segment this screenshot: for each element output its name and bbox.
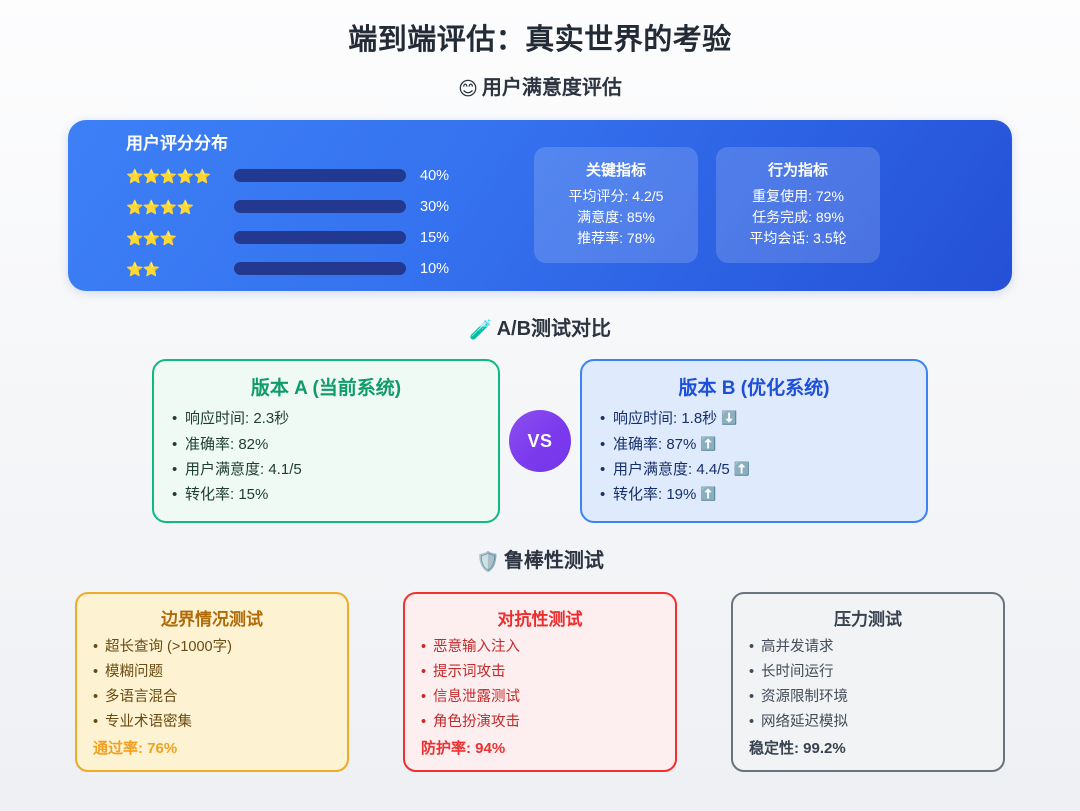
- arrow-down-icon: ⬇️: [721, 410, 738, 426]
- metric-line: 满意度: 85%: [577, 208, 655, 225]
- test-tube-icon: 🧪: [468, 319, 493, 341]
- ab-metric-text: 准确率: 87%: [613, 435, 697, 453]
- ab-metric-item: 准确率: 82%: [172, 432, 480, 457]
- robustness-card-footer: 防护率: 94%: [421, 739, 506, 757]
- smiling-face-icon: 😊: [458, 78, 478, 100]
- rating-bar-track: [234, 262, 406, 276]
- robustness-card-footer: 稳定性: 99.2%: [749, 739, 846, 757]
- arrow-up-icon: ⬆️: [733, 460, 750, 476]
- metric-box-title: 关键指标: [585, 161, 646, 179]
- shield-icon: 🛡️: [476, 552, 500, 574]
- robustness-item: 高并发请求: [749, 635, 987, 660]
- robustness-item: 恶意输入注入: [421, 635, 659, 660]
- ab-metric-item: 响应时间: 2.3秒: [172, 406, 480, 431]
- rating-percent-label: 10%: [420, 260, 450, 277]
- metric-line: 任务完成: 89%: [752, 208, 844, 225]
- rating-distribution: 用户评分分布 ⭐⭐⭐⭐⭐ 40% ⭐⭐⭐⭐ 30% ⭐⭐⭐: [96, 129, 526, 281]
- ab-metric-item: 用户满意度: 4.4/5⬆️: [600, 457, 908, 482]
- metric-box-key-indicators: 关键指标 平均评分: 4.2/5 满意度: 85% 推荐率: 78%: [534, 146, 698, 264]
- rating-percent-label: 30%: [420, 198, 450, 215]
- robustness-item: 资源限制环境: [749, 685, 987, 710]
- robustness-item-list: 高并发请求 长时间运行 资源限制环境 网络延迟模拟: [749, 635, 987, 735]
- star-rating-icon: ⭐⭐⭐⭐⭐: [126, 167, 211, 184]
- ab-metric-text: 响应时间: 2.3秒: [185, 410, 290, 428]
- rating-distribution-title: 用户评分分布: [126, 134, 228, 154]
- rating-bar-track: [234, 169, 406, 183]
- robustness-card-title: 对抗性测试: [497, 609, 583, 629]
- metric-line: 平均会话: 3.5轮: [749, 230, 847, 247]
- robustness-item: 网络延迟模拟: [749, 710, 987, 735]
- ab-metric-text: 准确率: 82%: [185, 435, 269, 453]
- robustness-item: 专业术语密集: [93, 710, 331, 735]
- ab-metric-item: 转化率: 19%⬆️: [600, 482, 908, 507]
- ab-metric-item: 准确率: 87%⬆️: [600, 432, 908, 457]
- metric-box-behavior-indicators: 行为指标 重复使用: 72% 任务完成: 89% 平均会话: 3.5轮: [716, 146, 880, 264]
- robustness-card-edge-cases: 边界情况测试 超长查询 (>1000字) 模糊问题 多语言混合 专业术语密集 通…: [75, 591, 349, 772]
- metric-line: 平均评分: 4.2/5: [568, 187, 664, 204]
- robustness-cards-row: 边界情况测试 超长查询 (>1000字) 模糊问题 多语言混合 专业术语密集 通…: [0, 591, 1080, 772]
- ab-card-title: 版本 B (优化系统): [678, 378, 830, 400]
- ab-comparison-row: 版本 A (当前系统) 响应时间: 2.3秒 准确率: 82% 用户满意度: 4…: [0, 359, 1080, 524]
- ab-test-section-title: 🧪 A/B测试对比: [0, 317, 1080, 343]
- metric-line: 推荐率: 78%: [577, 230, 655, 247]
- ab-metric-list: 响应时间: 1.8秒⬇️ 准确率: 87%⬆️ 用户满意度: 4.4/5⬆️ 转…: [600, 406, 908, 507]
- arrow-up-icon: ⬆️: [700, 435, 717, 451]
- ab-metric-text: 转化率: 15%: [185, 485, 269, 503]
- star-rating-icon: ⭐⭐: [126, 260, 160, 277]
- vs-separator: VS: [500, 410, 580, 473]
- metric-boxes: 关键指标 平均评分: 4.2/5 满意度: 85% 推荐率: 78% 行为指标 …: [534, 146, 880, 264]
- robustness-card-footer: 通过率: 76%: [93, 739, 178, 757]
- robustness-card-title: 边界情况测试: [161, 609, 263, 629]
- satisfaction-hero-card: 用户评分分布 ⭐⭐⭐⭐⭐ 40% ⭐⭐⭐⭐ 30% ⭐⭐⭐: [68, 119, 1012, 291]
- rating-row: ⭐⭐ 10%: [126, 256, 526, 281]
- robustness-item-list: 超长查询 (>1000字) 模糊问题 多语言混合 专业术语密集: [93, 635, 331, 735]
- robustness-item: 超长查询 (>1000字): [93, 635, 331, 660]
- robustness-section-title: 🛡️ 鲁棒性测试: [0, 549, 1080, 575]
- ab-card-title: 版本 A (当前系统): [250, 378, 402, 400]
- ab-metric-list: 响应时间: 2.3秒 准确率: 82% 用户满意度: 4.1/5 转化率: 15…: [172, 406, 480, 507]
- arrow-up-icon: ⬆️: [700, 485, 717, 501]
- ab-metric-text: 用户满意度: 4.1/5: [185, 460, 302, 478]
- satisfaction-section-title: 😊 用户满意度评估: [0, 76, 1080, 102]
- star-rating-icon: ⭐⭐⭐: [126, 229, 177, 246]
- robustness-item: 模糊问题: [93, 660, 331, 685]
- ab-metric-item: 转化率: 15%: [172, 482, 480, 507]
- ab-metric-text: 用户满意度: 4.4/5: [613, 460, 730, 478]
- rating-percent-label: 15%: [420, 229, 450, 246]
- robustness-card-title: 压力测试: [834, 609, 902, 629]
- metric-box-title: 行为指标: [767, 161, 828, 179]
- rating-bar-track: [234, 231, 406, 245]
- ab-metric-text: 响应时间: 1.8秒: [613, 410, 718, 428]
- robustness-item: 长时间运行: [749, 660, 987, 685]
- vs-badge: VS: [509, 410, 571, 473]
- robustness-item: 多语言混合: [93, 685, 331, 710]
- rating-bar-track: [234, 200, 406, 214]
- rating-row: ⭐⭐⭐⭐ 30%: [126, 194, 526, 219]
- page-title: 端到端评估：真实世界的考验: [348, 24, 732, 56]
- robustness-section-label: 鲁棒性测试: [503, 550, 604, 573]
- rating-row: ⭐⭐⭐⭐⭐ 40%: [126, 163, 526, 188]
- rating-percent-label: 40%: [420, 167, 450, 184]
- robustness-item-list: 恶意输入注入 提示词攻击 信息泄露测试 角色扮演攻击: [421, 635, 659, 735]
- ab-test-section-label: A/B测试对比: [496, 317, 612, 340]
- ab-metric-text: 转化率: 19%: [613, 485, 697, 503]
- ab-card-version-a: 版本 A (当前系统) 响应时间: 2.3秒 准确率: 82% 用户满意度: 4…: [152, 359, 500, 524]
- ab-metric-item: 用户满意度: 4.1/5: [172, 457, 480, 482]
- robustness-item: 角色扮演攻击: [421, 710, 659, 735]
- star-rating-icon: ⭐⭐⭐⭐: [126, 198, 194, 215]
- robustness-card-adversarial: 对抗性测试 恶意输入注入 提示词攻击 信息泄露测试 角色扮演攻击 防护率: 94…: [403, 591, 677, 772]
- ab-card-version-b: 版本 B (优化系统) 响应时间: 1.8秒⬇️ 准确率: 87%⬆️ 用户满意…: [580, 359, 928, 524]
- robustness-card-stress: 压力测试 高并发请求 长时间运行 资源限制环境 网络延迟模拟 稳定性: 99.2…: [731, 591, 1005, 772]
- satisfaction-section-label: 用户满意度评估: [481, 76, 622, 99]
- robustness-item: 提示词攻击: [421, 660, 659, 685]
- rating-row: ⭐⭐⭐ 15%: [126, 225, 526, 250]
- ab-metric-item: 响应时间: 1.8秒⬇️: [600, 406, 908, 431]
- metric-line: 重复使用: 72%: [752, 187, 844, 204]
- robustness-item: 信息泄露测试: [421, 685, 659, 710]
